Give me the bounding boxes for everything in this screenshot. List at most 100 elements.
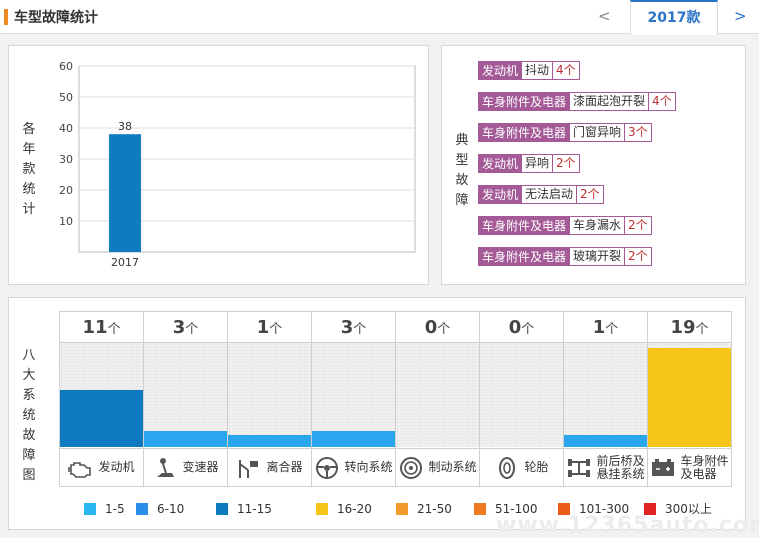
header-bar: 车型故障统计 < 2017款 > xyxy=(0,0,759,35)
eight-systems-grid: 11个 发动机 3个 变速器 1个 离合器 3个 转向系统 0个 制动系统 0个 轮胎 1个 前后桥及 悬挂… xyxy=(59,311,732,487)
fault-item-name[interactable]: 玻璃开裂 xyxy=(570,247,626,266)
yearly-stats-panel: 各年款统计 10 20 30 40 50 60 38 2017 xyxy=(8,45,429,285)
legend-label: 1-5 xyxy=(105,501,125,516)
prev-year-button[interactable]: < xyxy=(598,7,611,25)
typical-faults-label-char: 型 xyxy=(455,153,469,168)
fault-item[interactable]: 发动机 无法启动 2个 xyxy=(478,185,604,204)
system-name-line: 及电器 xyxy=(680,466,717,481)
fault-item-name[interactable]: 漆面起泡开裂 xyxy=(570,92,650,111)
system-count: 1个 xyxy=(228,312,311,343)
typical-faults-panel: 典型故障 发动机 抖动 4个 车身附件及电器 漆面起泡开裂 4个 车身附件及电器 门窗异响 3个… xyxy=(441,45,746,285)
system-bar xyxy=(60,389,143,447)
fault-system-tag[interactable]: 车身附件及电器 xyxy=(478,247,571,266)
eight-systems-label-char: 图 xyxy=(22,468,36,483)
legend-swatch xyxy=(644,502,656,515)
fault-item-name[interactable]: 无法启动 xyxy=(522,185,578,204)
fault-item[interactable]: 发动机 异响 2个 xyxy=(478,154,580,173)
tab-year-2017[interactable]: 2017款 xyxy=(630,0,718,35)
engine-icon xyxy=(68,456,94,480)
system-bar xyxy=(228,434,311,447)
fault-count: 2个 xyxy=(625,216,652,235)
legend-swatch xyxy=(474,502,486,515)
system-column[interactable]: 11个发动机 xyxy=(60,312,144,486)
system-column[interactable]: 1个 前后桥及 悬挂系统 xyxy=(564,312,648,486)
system-bar-area xyxy=(312,343,395,447)
system-name-line: 发动机 xyxy=(98,460,135,474)
fault-system-tag[interactable]: 车身附件及电器 xyxy=(478,216,571,235)
system-count-value: 1 xyxy=(592,317,606,338)
system-bar-area xyxy=(480,343,563,447)
fault-count: 2个 xyxy=(625,247,652,266)
legend-label: 300以上 xyxy=(665,502,712,516)
watermark: www.12365auto.com xyxy=(496,513,759,538)
system-count-unit: 个 xyxy=(437,322,451,337)
system-name: 车身附件 及电器 xyxy=(680,453,729,481)
system-count-value: 11 xyxy=(82,317,108,338)
legend-item: 300以上 xyxy=(644,500,716,517)
system-name-line: 变速器 xyxy=(182,460,219,474)
fault-count: 3个 xyxy=(625,123,652,142)
system-column[interactable]: 3个 变速器 xyxy=(144,312,228,486)
system-count: 0个 xyxy=(480,312,563,343)
system-column[interactable]: 0个 制动系统 xyxy=(396,312,480,486)
fault-system-tag[interactable]: 车身附件及电器 xyxy=(478,123,571,142)
fault-item-name[interactable]: 门窗异响 xyxy=(570,123,626,142)
system-count-value: 1 xyxy=(256,317,270,338)
fault-item[interactable]: 发动机 抖动 4个 xyxy=(478,61,580,80)
yearly-stats-chart: 10 20 30 40 50 60 38 2017 xyxy=(59,60,416,269)
eight-systems-label-char: 大 xyxy=(22,368,36,383)
system-bar-area xyxy=(144,343,227,447)
legend-swatch xyxy=(84,502,96,515)
fault-system-tag[interactable]: 发动机 xyxy=(478,185,523,204)
legend-item: 11-15 xyxy=(216,500,316,517)
system-count-unit: 个 xyxy=(107,322,121,337)
system-count-unit: 个 xyxy=(353,322,367,337)
battery-icon xyxy=(650,456,676,480)
system-column[interactable]: 3个 转向系统 xyxy=(312,312,396,486)
system-count: 11个 xyxy=(60,312,143,343)
system-label: 离合器 xyxy=(228,448,311,486)
eight-systems-label-char: 统 xyxy=(22,408,36,423)
system-name-line: 车身附件 xyxy=(680,453,729,468)
fault-count: 2个 xyxy=(553,154,580,173)
system-count-value: 19 xyxy=(670,317,696,338)
system-column[interactable]: 0个轮胎 xyxy=(480,312,564,486)
system-name-line: 离合器 xyxy=(266,460,303,474)
system-label: 制动系统 xyxy=(396,448,479,486)
typical-faults-label-char: 故 xyxy=(455,173,469,188)
fault-item[interactable]: 车身附件及电器 门窗异响 3个 xyxy=(478,123,652,142)
system-column[interactable]: 1个离合器 xyxy=(228,312,312,486)
system-count-unit: 个 xyxy=(521,322,535,337)
y-tick-label: 20 xyxy=(59,184,73,197)
system-count-unit: 个 xyxy=(605,322,619,337)
legend-label: 21-50 xyxy=(417,501,452,516)
fault-system-tag[interactable]: 发动机 xyxy=(478,154,523,173)
fault-item[interactable]: 车身附件及电器 车身漏水 2个 xyxy=(478,216,652,235)
system-label: 轮胎 xyxy=(480,448,563,486)
next-year-button[interactable]: > xyxy=(734,7,747,25)
system-label: 变速器 xyxy=(144,448,227,486)
fault-item-name[interactable]: 异响 xyxy=(522,154,554,173)
system-bar-area xyxy=(564,343,647,447)
eight-systems-label-char: 系 xyxy=(22,388,36,403)
tire-icon xyxy=(494,456,520,480)
fault-item[interactable]: 车身附件及电器 玻璃开裂 2个 xyxy=(478,247,652,266)
system-count-value: 0 xyxy=(508,317,522,338)
system-name: 离合器 xyxy=(266,461,302,474)
legend-swatch xyxy=(396,502,408,515)
system-name-line: 制动系统 xyxy=(428,460,477,474)
system-column[interactable]: 19个 车身附件 及电器 xyxy=(648,312,731,486)
fault-system-tag[interactable]: 车身附件及电器 xyxy=(478,92,571,111)
fault-item-name[interactable]: 抖动 xyxy=(522,61,554,80)
yearly-stats-label-char: 统 xyxy=(22,182,36,197)
fault-item[interactable]: 车身附件及电器 漆面起泡开裂 4个 xyxy=(478,92,676,111)
legend-label: 6-10 xyxy=(157,501,185,516)
yearly-stats-label-char: 各 xyxy=(22,122,36,137)
typical-faults-label-char: 障 xyxy=(455,193,469,208)
bar-2017[interactable] xyxy=(109,134,141,252)
system-count-value: 3 xyxy=(340,317,354,338)
fault-system-tag[interactable]: 发动机 xyxy=(478,61,523,80)
fault-item-name[interactable]: 车身漏水 xyxy=(570,216,626,235)
system-bar xyxy=(312,431,395,447)
legend-label: 11-15 xyxy=(237,501,272,516)
